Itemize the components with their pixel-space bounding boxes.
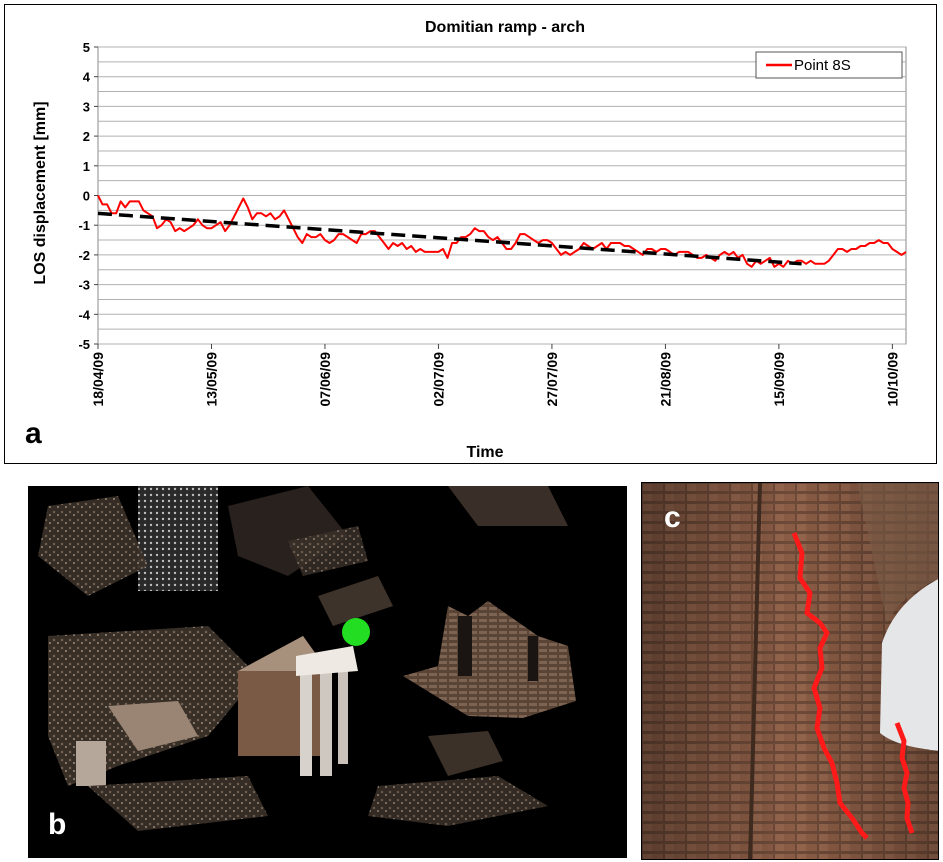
y-tick-label: 3 [83, 99, 90, 114]
series-layer [97, 195, 907, 268]
y-tick-labels: 5 4 3 2 1 0 -1 -2 -3 -4 -5 [78, 40, 98, 352]
y-tick-label: 2 [83, 129, 90, 144]
panel-label-b: b [48, 808, 67, 841]
x-tick-label: 10/10/09 [884, 352, 900, 407]
x-tick-label: 15/09/09 [771, 352, 787, 407]
y-tick-label: 0 [83, 189, 90, 204]
legend: Point 8S [755, 51, 903, 79]
measurement-point-marker [342, 618, 370, 646]
crack-line-2 [894, 722, 915, 834]
x-tick-label: 18/04/09 [90, 352, 106, 407]
legend-label: Point 8S [794, 57, 851, 74]
panel-label-c: c [664, 501, 681, 534]
x-tick-label: 07/06/09 [317, 352, 333, 407]
grid-lines [98, 46, 906, 345]
y-tick-label: -1 [78, 218, 90, 233]
wall-photo-panel-c: c [641, 482, 939, 860]
point-cloud-panel-b: b [28, 486, 627, 858]
y-tick-label: -3 [78, 278, 90, 293]
crack-line-1 [791, 532, 869, 840]
x-axis-label: Time [466, 444, 503, 461]
y-tick-label: 4 [83, 70, 91, 85]
x-tick-label: 21/08/09 [657, 352, 673, 407]
y-tick-label: -2 [78, 248, 90, 263]
chart-title: Domitian ramp - arch [425, 19, 585, 36]
y-tick-label: -5 [78, 337, 90, 352]
y-tick-label: 5 [83, 40, 90, 55]
y-tick-label: -4 [78, 307, 90, 322]
panel-label-a: a [25, 417, 42, 450]
x-tick-label: 13/05/09 [203, 352, 219, 407]
y-tick-label: 1 [83, 159, 90, 174]
wall-photo-image [642, 483, 938, 859]
chart-svg: 5 4 3 2 1 0 -1 -2 -3 -4 -5 18/04/09 13/05/09 07/06/0… [32, 19, 907, 461]
x-tick-label: 02/07/09 [430, 352, 446, 407]
point-cloud-image [38, 486, 576, 831]
chart-panel-a: 5 4 3 2 1 0 -1 -2 -3 -4 -5 18/04/09 13/05/09 07/06/0… [4, 4, 937, 464]
x-tick-labels: 18/04/09 13/05/09 07/06/09 02/07/09 27/07/09… [90, 344, 900, 407]
x-tick-label: 27/07/09 [544, 352, 560, 407]
y-axis-label: LOS displacement [mm] [32, 101, 49, 284]
trendline [97, 211, 802, 266]
